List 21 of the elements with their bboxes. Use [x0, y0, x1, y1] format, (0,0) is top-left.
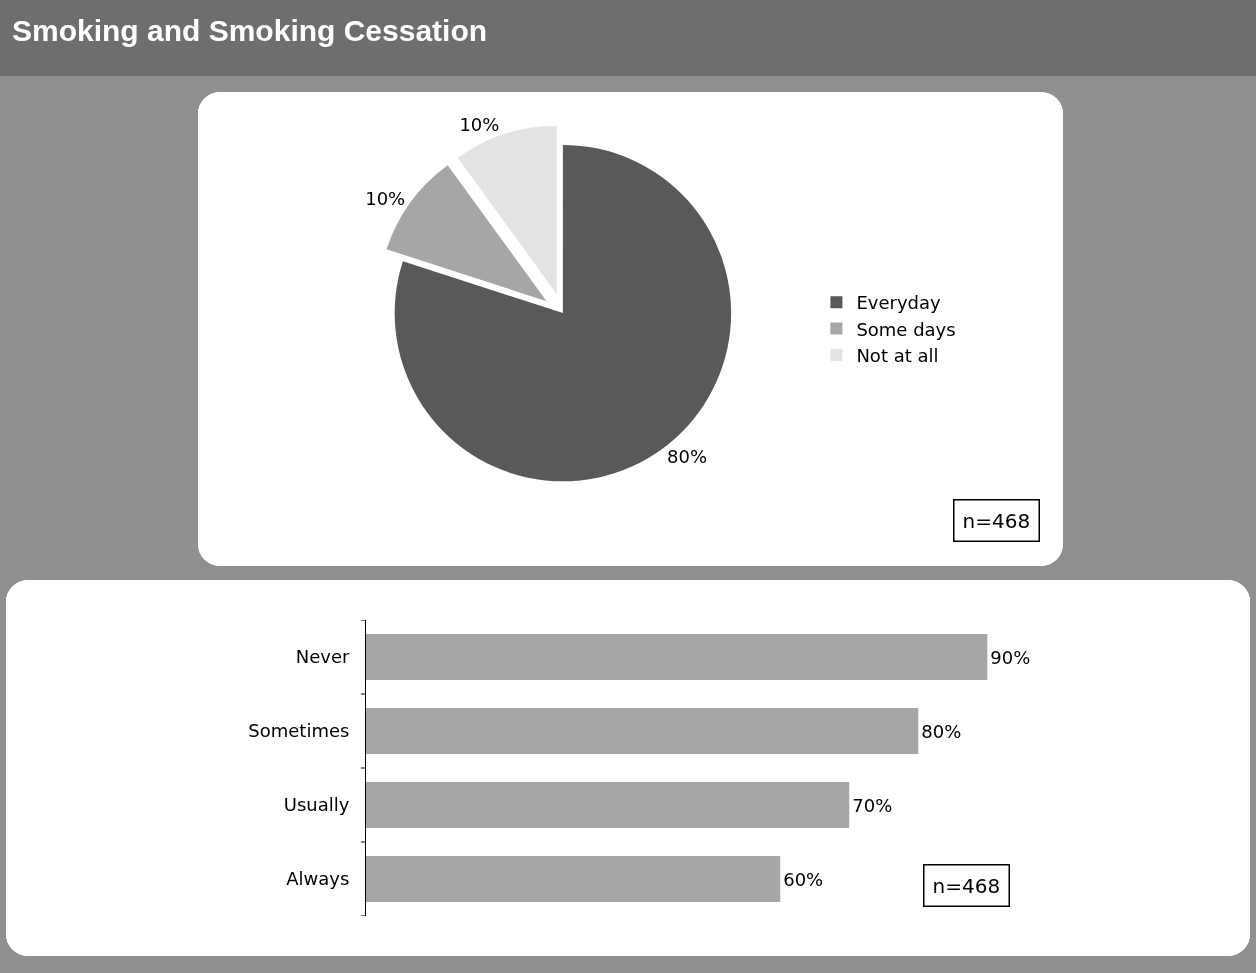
bar	[366, 634, 988, 680]
text: n=468	[962, 508, 1031, 533]
data-label: 80%	[921, 720, 962, 742]
y-tick-label: Never	[295, 646, 350, 668]
chart-title: Smoking and Smoking Cessation	[11, 13, 489, 48]
data-label: 60%	[783, 868, 824, 890]
data-label: 10%	[365, 188, 406, 210]
legend-label: Everyday	[856, 292, 942, 314]
y-tick-label: Sometimes	[248, 720, 350, 742]
bar	[366, 708, 919, 754]
data-label: 90%	[990, 646, 1031, 668]
data-label: 10%	[459, 113, 500, 135]
legend-label: Some days	[856, 318, 956, 340]
bar	[366, 782, 850, 828]
bar	[366, 856, 781, 902]
legend-label: Not at all	[856, 345, 939, 367]
data-label: 70%	[852, 794, 893, 816]
data-label: 80%	[667, 445, 708, 467]
annotation: n=468	[932, 873, 1001, 898]
y-tick-label: Always	[286, 868, 350, 890]
y-tick-label: Usually	[283, 794, 350, 816]
